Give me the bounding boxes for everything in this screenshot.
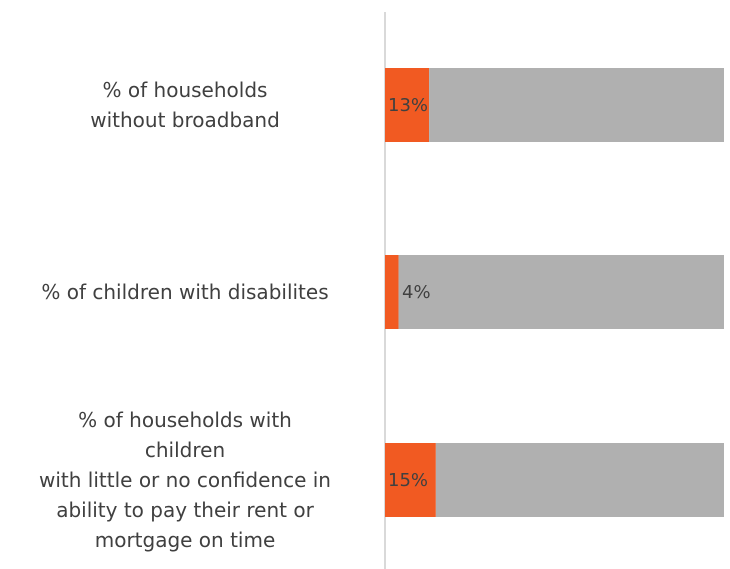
data-label: 4% xyxy=(402,282,431,303)
category-label: % of children with disabilites xyxy=(0,277,370,307)
bar-value-segment xyxy=(385,443,436,517)
bar-remainder-segment xyxy=(429,68,724,142)
bar-remainder-segment xyxy=(398,255,724,329)
category-label-line: ability to pay their rent or xyxy=(56,498,314,522)
category-label-line: % of households with xyxy=(78,408,292,432)
bar-value-segment xyxy=(385,68,430,142)
category-label-line: % of children with disabilites xyxy=(41,280,329,304)
category-label: % of households with children with little … xyxy=(0,405,370,555)
data-label: 13% xyxy=(388,95,428,116)
data-label: 15% xyxy=(388,470,428,491)
category-label-line: % of households xyxy=(102,78,268,102)
category-label-line: mortgage on time xyxy=(94,528,276,552)
category-label: % of households without broadband xyxy=(0,75,370,135)
bar-remainder-segment xyxy=(435,443,724,517)
category-label-line: children xyxy=(144,438,226,462)
category-label-line: without broadband xyxy=(90,108,280,132)
category-label-line: with little or no confidence in xyxy=(39,468,331,492)
bar-value-segment xyxy=(385,255,399,329)
